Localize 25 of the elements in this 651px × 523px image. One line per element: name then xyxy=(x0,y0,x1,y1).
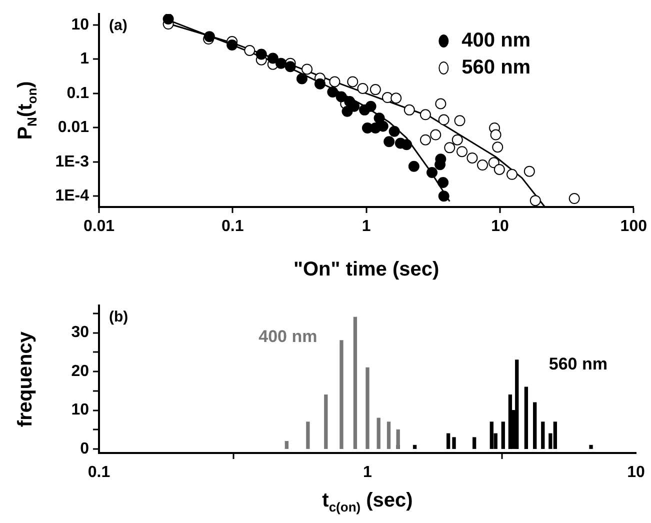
y-tick-label: 1E-3 xyxy=(55,153,90,170)
y-tick-label: 10 xyxy=(71,16,90,34)
y-tick-label: 30 xyxy=(71,324,90,342)
legend-label: 400 nm xyxy=(462,30,531,52)
x-tick-label: 10 xyxy=(491,218,509,236)
x-tick-label: 0.1 xyxy=(222,218,244,236)
y-tick-label: 20 xyxy=(71,362,90,380)
y-tick-label: 10 xyxy=(71,402,90,419)
y-tick-label: 0.1 xyxy=(66,84,90,102)
y-tick-label: 1E-4 xyxy=(55,188,90,204)
x-tick-label: 1 xyxy=(362,218,371,236)
y-axis-title: frequency xyxy=(14,330,37,428)
y-tick-label: 0.01 xyxy=(58,119,90,136)
series-label: 560 nm xyxy=(548,354,608,374)
x-tick-label: 100 xyxy=(620,218,648,236)
legend-label: 560 nm xyxy=(462,56,531,79)
series-label: 400 nm xyxy=(258,326,318,346)
y-axis-title: PN(ton) xyxy=(14,81,40,140)
y-tick-label: 1 xyxy=(80,50,90,68)
x-tick-label: 1 xyxy=(363,464,372,482)
y-tick-label: 0 xyxy=(80,440,90,458)
annotation: (b) xyxy=(109,308,128,326)
x-tick-label: 10 xyxy=(627,464,645,482)
x-axis-title: "On" time (sec) xyxy=(293,258,440,281)
annotation: (a) xyxy=(109,17,128,34)
